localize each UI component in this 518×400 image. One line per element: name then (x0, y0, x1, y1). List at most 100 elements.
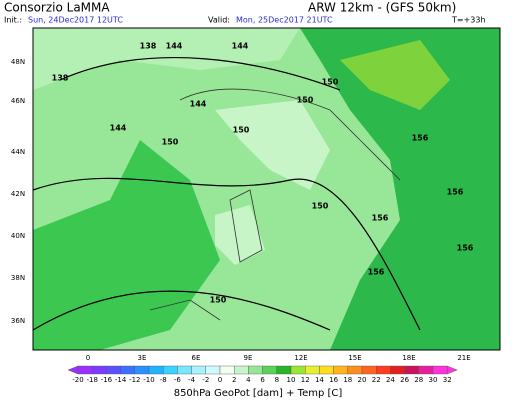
colorbar-label: 20 (358, 376, 367, 384)
colorbar-label: -14 (115, 376, 127, 384)
colorbar-label: 18 (343, 376, 352, 384)
temp-zone (340, 40, 450, 110)
colorbar-cell (290, 365, 306, 375)
temp-zone (300, 28, 500, 350)
lon-label: 15E (348, 354, 361, 362)
colorbar-label: -16 (101, 376, 113, 384)
colorbar-end (447, 365, 458, 375)
colorbar-label: 12 (301, 376, 310, 384)
lon-label: 18E (402, 354, 415, 362)
contour-label: 144 (110, 124, 127, 133)
lon-label: 21E (457, 354, 470, 362)
caption: 850hPa GeoPot [dam] + Temp [C] (174, 388, 343, 399)
model: ARW 12km - (GFS 50km) (308, 1, 456, 15)
colorbar-cell (276, 365, 292, 375)
temp-zone (215, 100, 330, 190)
colorbar-cell (333, 365, 349, 375)
contour-label: 150 (322, 78, 339, 87)
lead-time: T=+33h (451, 16, 486, 25)
colorbar-label: 8 (275, 376, 279, 384)
contour-label: 144 (166, 42, 183, 51)
colorbar-cell (305, 365, 320, 375)
colorbar-label: -4 (188, 376, 196, 384)
colorbar-cell (91, 365, 107, 375)
colorbar-end (67, 365, 79, 375)
colorbar-cell (376, 365, 391, 375)
colorbar-cell (120, 365, 135, 375)
colorbar-cell (432, 365, 448, 375)
lon-label: 0 (86, 354, 90, 362)
contour-label: 150 (162, 138, 179, 147)
colorbar-label: 6 (260, 376, 265, 384)
contour-label: 156 (447, 188, 464, 197)
title: Consorzio LaMMA (4, 1, 110, 15)
temp-zone (33, 140, 220, 350)
colorbar-cell (106, 365, 121, 375)
colorbar-cell (177, 365, 192, 375)
lon-label: 6E (192, 354, 201, 362)
map-frame (32, 27, 501, 351)
colorbar-label: 32 (443, 376, 452, 384)
map-area (32, 27, 501, 351)
colorbar-cell (77, 365, 93, 375)
colorbar-cell (390, 365, 405, 375)
contour-label: 156 (372, 214, 389, 223)
colorbar-label: 2 (232, 376, 236, 384)
coastline (149, 88, 401, 321)
colorbar-label: -18 (86, 376, 97, 384)
colorbar-label: 16 (329, 376, 338, 384)
lat-label: 42N (11, 190, 25, 198)
valid-time: Mon, 25Dec2017 21UTC (236, 16, 333, 25)
colorbar-label: 10 (287, 376, 296, 384)
lat-label: 44N (11, 148, 25, 156)
colorbar-label: 0 (218, 376, 222, 384)
valid-label: Valid: (208, 16, 230, 25)
lat-label: 38N (11, 274, 25, 282)
colorbar-cell (361, 365, 377, 375)
colorbar-cell (233, 365, 249, 375)
colorbar-label: 28 (414, 376, 423, 384)
colorbar-label: -20 (72, 376, 83, 384)
contour-label: 156 (412, 134, 429, 143)
lon-label: 12E (294, 354, 307, 362)
colorbar-cell (219, 365, 235, 375)
colorbar-label: 14 (315, 376, 324, 384)
colorbar-label: 30 (429, 376, 438, 384)
colorbar-cell (404, 365, 420, 375)
temp-zone (215, 205, 265, 265)
contour-label: 150 (312, 202, 329, 211)
lon-label: 3E (138, 354, 147, 362)
lat-label: 36N (11, 317, 25, 325)
colorbar-cell (191, 365, 207, 375)
colorbar-label: 22 (372, 376, 381, 384)
colorbar-label: -2 (202, 376, 209, 384)
init-time: Sun, 24Dec2017 12UTC (28, 16, 123, 25)
colorbar-label: -8 (160, 376, 167, 384)
colorbar-cell (148, 365, 164, 375)
contour (32, 57, 421, 331)
colorbar-cell (134, 365, 150, 375)
contour-label: 150 (297, 96, 314, 105)
colorbar-label: 26 (400, 376, 409, 384)
colorbar-label: -6 (174, 376, 182, 384)
contour-label: 138 (140, 42, 157, 51)
lat-label: 40N (11, 232, 25, 240)
colorbar-label: -12 (129, 376, 140, 384)
init-label: Init.: (4, 16, 22, 25)
contour-label: 156 (368, 268, 385, 277)
contour-label: 150 (233, 126, 250, 135)
lat-label: 48N (11, 58, 25, 66)
colorbar-label: 24 (386, 376, 395, 384)
colorbar-cell (418, 365, 434, 375)
contour-label: 144 (190, 100, 207, 109)
temp-zone (33, 28, 300, 90)
contour-label: 150 (210, 296, 227, 305)
lat-label: 46N (11, 97, 25, 105)
lon-label: 9E (244, 354, 253, 362)
colorbar-cell (347, 365, 363, 375)
colorbar-cell (248, 365, 263, 375)
colorbar-cell (205, 365, 221, 375)
colorbar-cell (319, 365, 334, 375)
contour-label: 138 (52, 74, 69, 83)
